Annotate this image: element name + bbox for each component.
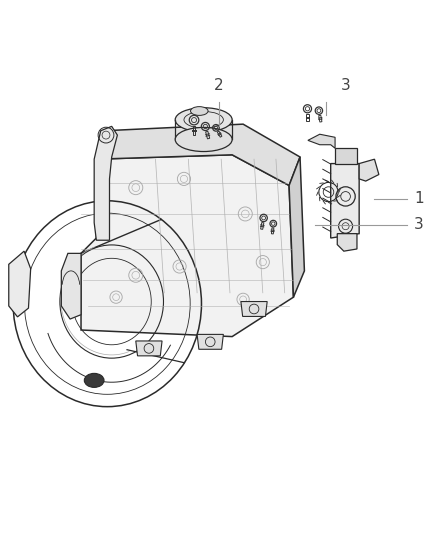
Polygon shape: [136, 341, 162, 356]
Polygon shape: [81, 155, 293, 336]
Polygon shape: [359, 159, 379, 181]
Polygon shape: [9, 251, 31, 317]
Polygon shape: [241, 302, 267, 317]
Polygon shape: [331, 164, 359, 238]
Text: 3: 3: [341, 78, 351, 93]
Polygon shape: [308, 134, 335, 148]
Text: 2: 2: [214, 78, 224, 93]
Polygon shape: [61, 253, 81, 319]
Polygon shape: [289, 157, 304, 297]
Ellipse shape: [191, 107, 208, 115]
Ellipse shape: [175, 127, 232, 151]
Polygon shape: [337, 233, 357, 251]
Polygon shape: [96, 124, 300, 185]
Polygon shape: [197, 334, 223, 349]
Text: 3: 3: [414, 217, 424, 232]
Polygon shape: [335, 148, 357, 164]
Ellipse shape: [84, 374, 104, 387]
Text: 1: 1: [414, 191, 424, 206]
Ellipse shape: [175, 108, 232, 132]
Polygon shape: [94, 126, 117, 240]
